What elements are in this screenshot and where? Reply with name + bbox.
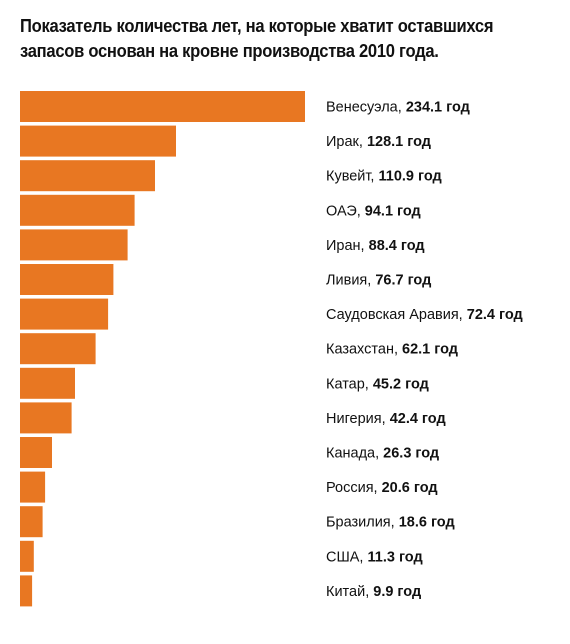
chart-title-line-2: запасов основан на кровне производства 2… — [20, 41, 439, 61]
bar-label: ОАЭ, 94.1 год — [326, 203, 421, 219]
bar-value-label: 26.3 год — [383, 446, 439, 462]
bar-value-label: 76.7 год — [375, 273, 431, 289]
bar-value-label: 110.9 год — [379, 169, 442, 185]
bar-value-label: 11.3 год — [368, 549, 423, 565]
bar — [20, 367, 75, 399]
bar-category-label: Кувейт, — [326, 169, 379, 185]
bar-category-label: Казахстан, — [326, 342, 402, 358]
chart-title-line-1: Показатель количества лет, на которые хв… — [20, 16, 494, 36]
bar-value-label: 62.1 год — [402, 342, 458, 358]
bar — [20, 160, 155, 192]
bar-label: Канада, 26.3 год — [326, 446, 439, 462]
bar-value-label: 72.4 год — [467, 307, 523, 323]
bar-category-label: Канада, — [326, 446, 383, 462]
bar — [20, 194, 135, 226]
bar — [20, 264, 114, 295]
bar-label: Бразилия, 18.6 год — [326, 515, 455, 531]
bar — [20, 298, 109, 330]
bar-category-label: Нигерия, — [326, 411, 390, 427]
bar-label: Китай, 9.9 год — [326, 584, 421, 600]
bar — [20, 333, 96, 365]
bar-category-label: Венесуэла, — [326, 100, 406, 116]
bar-label: Венесуэла, 234.1 год — [326, 100, 470, 116]
bar-category-label: Иран, — [326, 238, 369, 254]
bar-label: США, 11.3 год — [326, 549, 423, 565]
bar-category-label: Катар, — [326, 376, 373, 392]
bar — [20, 91, 305, 122]
bar-category-label: Ирак, — [326, 134, 367, 150]
bar-label: Нигерия, 42.4 год — [326, 411, 446, 427]
bar-label: Россия, 20.6 год — [326, 480, 438, 496]
bar-value-label: 94.1 год — [365, 203, 421, 219]
bar-value-label: 88.4 год — [369, 238, 425, 254]
bar-category-label: Бразилия, — [326, 515, 399, 531]
bar — [20, 471, 46, 503]
bar-category-label: США, — [326, 549, 368, 565]
bar — [20, 229, 128, 261]
bar-value-label: 42.4 год — [390, 411, 446, 427]
bar-label: Катар, 45.2 год — [326, 376, 429, 392]
bar-label: Иран, 88.4 год — [326, 238, 425, 254]
bar-category-label: ОАЭ, — [326, 203, 365, 219]
bar-value-label: 18.6 год — [399, 515, 455, 531]
bar — [20, 540, 34, 572]
bar-label: Кувейт, 110.9 год — [326, 169, 442, 185]
chart-title: Показатель количества лет, на которые хв… — [20, 14, 517, 64]
bar-label: Казахстан, 62.1 год — [326, 342, 458, 358]
bar-category-label: Россия, — [326, 480, 382, 496]
bar-category-label: Ливия, — [326, 273, 375, 289]
bar-value-label: 9.9 год — [373, 584, 421, 600]
bar-value-label: 20.6 год — [382, 480, 438, 496]
bar — [20, 437, 52, 468]
bar — [20, 575, 33, 607]
bar-value-label: 234.1 год — [406, 100, 470, 116]
bar-category-label: Китай, — [326, 584, 373, 600]
bar-value-label: 128.1 год — [367, 134, 431, 150]
bar — [20, 125, 176, 157]
bar — [20, 402, 72, 434]
bar-label: Ливия, 76.7 год — [326, 273, 431, 289]
bar-label: Ирак, 128.1 год — [326, 134, 431, 150]
bar-category-label: Саудовская Аравия, — [326, 307, 467, 323]
bar-value-label: 45.2 год — [373, 376, 429, 392]
bar-label: Саудовская Аравия, 72.4 год — [326, 307, 523, 323]
bar — [20, 506, 43, 538]
